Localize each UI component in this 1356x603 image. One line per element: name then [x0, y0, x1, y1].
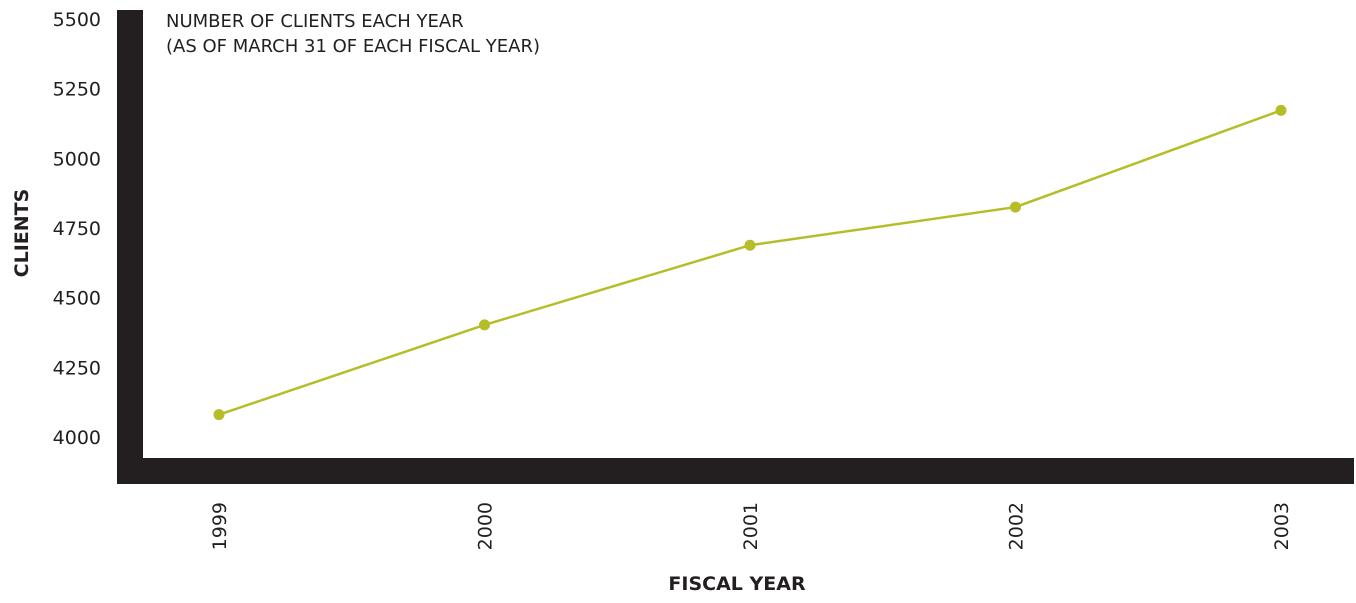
- y-axis-bar: [117, 10, 143, 484]
- data-point-2002: [1010, 201, 1021, 213]
- x-axis-bar: [117, 458, 1354, 484]
- y-tick-label: 5500: [53, 9, 101, 31]
- x-tick-label: 2000: [475, 502, 497, 550]
- data-point-2001: [744, 239, 756, 251]
- chart-title: NUMBER OF CLIENTS EACH YEAR: [166, 11, 464, 32]
- y-axis-title: CLIENTS: [11, 189, 33, 278]
- data-point-2003: [1275, 104, 1287, 116]
- series-group: [213, 104, 1287, 421]
- axes: [117, 10, 1354, 484]
- x-tick-label: 2002: [1006, 502, 1028, 550]
- data-point-1999: [213, 409, 225, 421]
- chart-subtitle: (AS OF MARCH 31 OF EACH FISCAL YEAR): [166, 36, 540, 57]
- y-tick-labels: 4000 4250 4500 4750 5000 5250 5500: [53, 9, 101, 449]
- x-tick-label: 2003: [1271, 502, 1293, 550]
- y-tick-label: 4750: [53, 218, 101, 240]
- x-tick-labels: 1999 2000 2001 2002 2003: [209, 502, 1293, 550]
- x-tick-label: 1999: [209, 502, 231, 550]
- y-tick-label: 4250: [53, 357, 101, 379]
- data-point-2000: [479, 319, 490, 331]
- y-tick-label: 5000: [53, 148, 101, 170]
- y-tick-label: 5250: [53, 79, 101, 101]
- y-tick-label: 4500: [53, 288, 101, 310]
- series-line: [218, 109, 1282, 416]
- x-axis-title: FISCAL YEAR: [668, 573, 806, 595]
- x-tick-label: 2001: [740, 502, 762, 550]
- y-tick-label: 4000: [53, 427, 101, 449]
